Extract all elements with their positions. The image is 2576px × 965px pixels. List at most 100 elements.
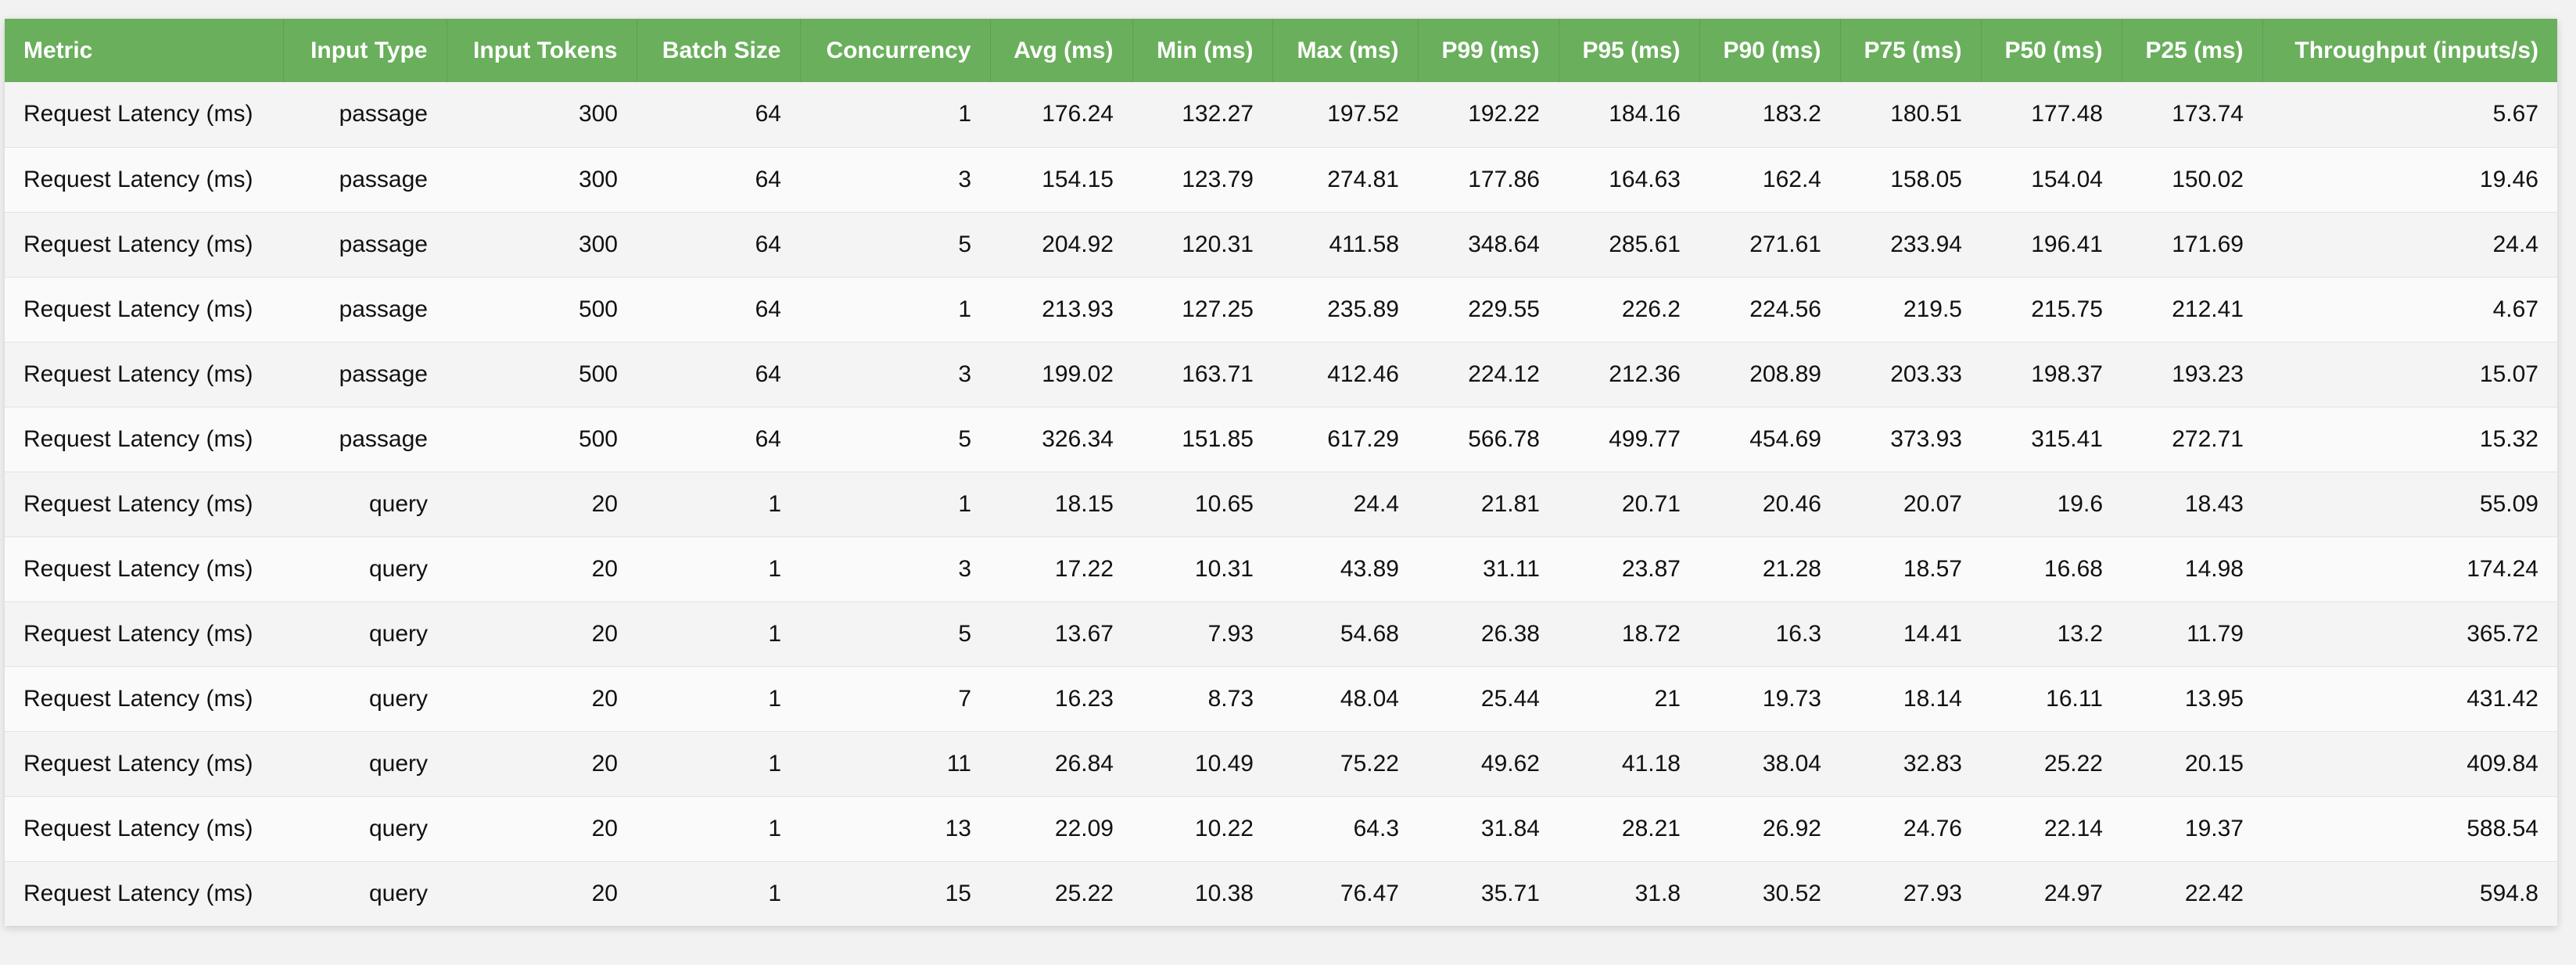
table-cell: 1 [637,796,800,862]
table-cell: 123.79 [1132,147,1272,213]
table-cell: 219.5 [1840,277,1981,343]
table-cell: 171.69 [2122,212,2262,278]
table-cell: Request Latency (ms) [5,407,283,472]
table-cell: 1 [800,472,990,537]
table-cell: 25.22 [1054,880,1114,906]
table-cell: 26.38 [1418,601,1559,667]
table-cell: 48.04 [1272,666,1418,732]
column-header-p99-ms: P99 (ms) [1418,19,1559,82]
table-cell: 25.44 [1418,666,1559,732]
table-cell: 15 [945,880,971,906]
table-cell: 22.14 [1981,796,2122,862]
table-cell: 11.79 [2122,601,2262,667]
table-cell: 10.22 [1132,796,1272,862]
table-cell: Request Latency (ms) [5,666,283,732]
column-header-p90-ms: P90 (ms) [1699,19,1841,82]
table-row: Request Latency (ms) passage 300 64 1 176.24 1… [5,82,2557,148]
table-cell: 566.78 [1418,407,1559,472]
table-cell: 20.71 [1559,472,1699,537]
table-cell: 208.89 [1699,342,1840,407]
table-cell: query [283,731,447,797]
table-cell: 41.18 [1559,731,1699,797]
table-row: Request Latency (ms) query 20 1 7 16.23 8.73 48… [5,666,2557,732]
table-cell: 454.69 [1699,407,1840,472]
table-cell: 20 [447,536,637,602]
table-cell: 300 [447,147,637,213]
table-row: Request Latency (ms) query 20 1 5 13.67 7.93 54… [5,601,2557,667]
table-cell: 373.93 [1840,407,1981,472]
table-cell: 229.55 [1418,277,1559,343]
column-header-throughput-inputs-s: Throughput (inputs/s) [2294,37,2538,63]
table-cell: 412.46 [1272,342,1418,407]
table-cell: 28.21 [1559,796,1699,862]
table-row: Request Latency (ms) passage 300 64 3 154.15 1… [5,147,2557,213]
table-cell: 13.2 [1981,601,2122,667]
table-cell: 315.41 [1981,407,2122,472]
table-cell: 5 [800,212,990,278]
table-cell: 26.84 [990,731,1132,797]
table-cell: query [283,472,447,537]
table-cell: 588.54 [2262,796,2557,862]
table-cell: 3 [800,536,990,602]
table-cell: 20.15 [2122,731,2262,797]
table-row: Request Latency (ms) query 20 1 13 22.09 10.22… [5,796,2557,862]
table-cell: query [283,796,447,862]
table-cell: passage [283,407,447,472]
table-cell: 215.75 [1981,277,2122,343]
table-cell: 49.62 [1418,731,1559,797]
table-cell: 18.43 [2122,472,2262,537]
table-cell: 14.98 [2122,536,2262,602]
table-cell: Request Latency (ms) [5,212,283,278]
column-header-input-type: Input Type [283,19,447,82]
table-cell: Request Latency (ms) [5,82,283,148]
table-cell: 235.89 [1272,277,1418,343]
table-cell: 500 [447,342,637,407]
table-cell: 5 [800,601,990,667]
table-cell: 64 [637,342,800,407]
table-cell: 154.04 [1981,147,2122,213]
table-cell: 35.71 [1480,880,1540,906]
table-cell: query [368,880,428,906]
table-cell: 348.64 [1418,212,1559,278]
table-cell: 55.09 [2262,472,2557,537]
table-cell: 20 [447,601,637,667]
table-cell: 274.81 [1272,147,1418,213]
table-cell: 26.92 [1699,796,1840,862]
table-cell: 163.71 [1132,342,1272,407]
table-cell: 1 [637,666,800,732]
table-cell: 21 [1559,666,1699,732]
table-cell: 7.93 [1132,601,1272,667]
table-cell: 272.71 [2122,407,2262,472]
table-cell: 176.24 [990,82,1132,148]
column-header-avg-ms: Avg (ms) [990,19,1133,82]
table-cell: 10.49 [1132,731,1272,797]
column-header-p75-ms: P75 (ms) [1840,19,1982,82]
table-cell: 365.72 [2262,601,2557,667]
table-cell: 76.47 [1340,880,1399,906]
table-cell: query [283,666,447,732]
table-cell: 10.31 [1132,536,1272,602]
table-cell: 3 [800,147,990,213]
table-cell: Request Latency (ms) [5,147,283,213]
table-cell: 22.42 [2184,880,2244,906]
table-cell: 617.29 [1272,407,1418,472]
latency-table-card: Metric Input Type Input Tokens Batch Size Co… [5,19,2557,926]
table-cell: 75.22 [1272,731,1418,797]
table-cell: 184.16 [1559,82,1699,148]
table-cell: 10.65 [1132,472,1272,537]
table-cell: 19.46 [2262,147,2557,213]
table-cell: 21.28 [1699,536,1840,602]
table-cell: 180.51 [1840,82,1981,148]
table-cell: 64 [637,407,800,472]
table-cell: 20 [447,666,637,732]
table-cell: 19.37 [2122,796,2262,862]
table-cell: 224.12 [1418,342,1559,407]
table-row: Request Latency (ms) query 20 1 1 18.15 10.65 2… [5,472,2557,537]
table-cell: 3 [800,342,990,407]
table-cell: passage [283,277,447,343]
table-cell: 21.81 [1418,472,1559,537]
table-cell: 5.67 [2262,82,2557,148]
column-header-p50-ms: P50 (ms) [1981,19,2122,82]
table-cell: Request Latency (ms) [5,536,283,602]
table-cell: 64 [637,82,800,148]
